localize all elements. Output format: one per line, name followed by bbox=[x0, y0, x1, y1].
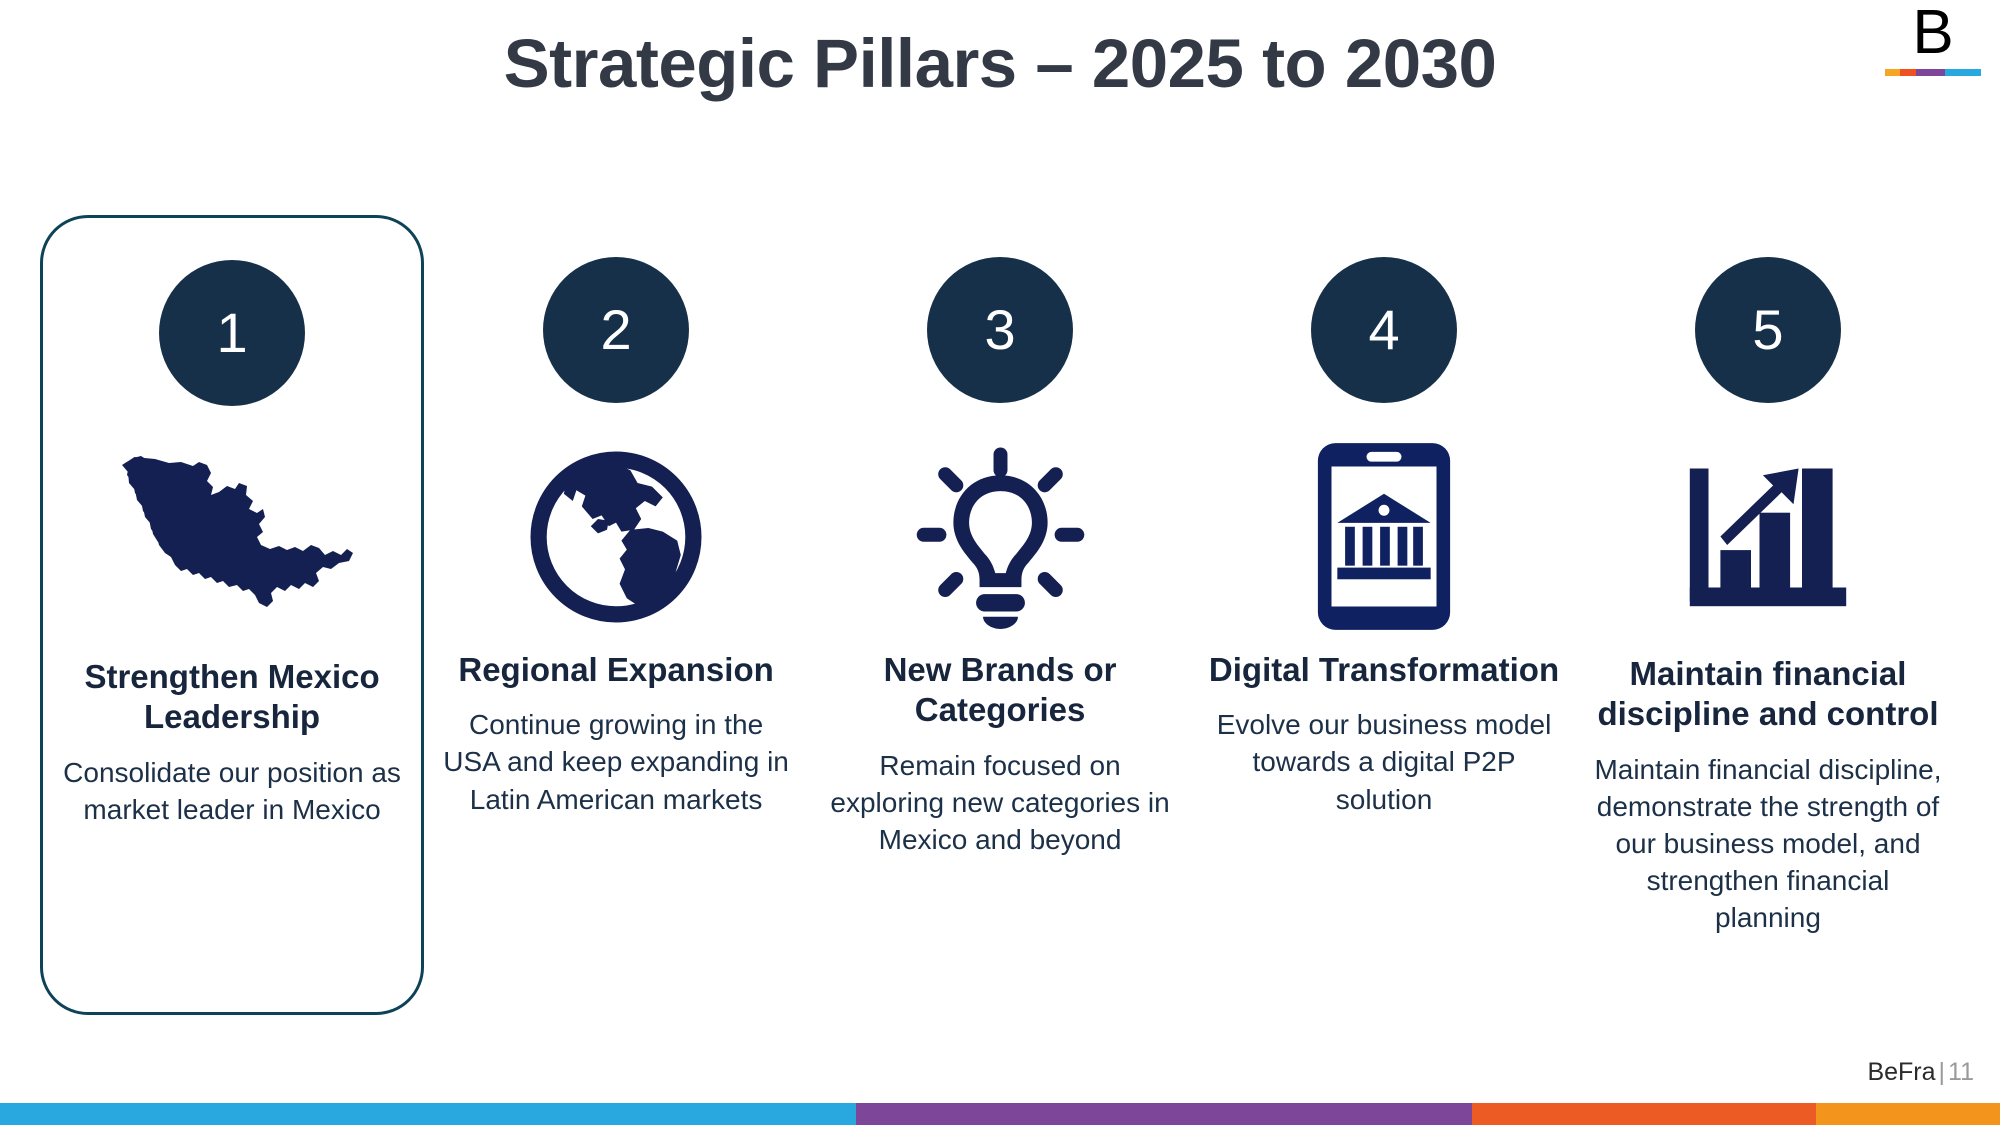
bottom-color-bar bbox=[0, 1103, 2000, 1125]
mobile-bank-icon bbox=[1314, 429, 1454, 644]
pillar-heading-1: Strengthen Mexico Leadership bbox=[84, 658, 380, 736]
bottom-bar-segment-orange bbox=[1816, 1103, 2000, 1125]
bottom-bar-segment-orange-red bbox=[1472, 1103, 1816, 1125]
pillar-number-badge-4: 4 bbox=[1311, 257, 1458, 403]
footer-page-number: 11 bbox=[1948, 1058, 1974, 1086]
mexico-map-icon bbox=[107, 432, 357, 647]
logo-color-bar bbox=[1885, 68, 1981, 76]
logo-bar-segment-1 bbox=[1885, 68, 1901, 76]
pillar-heading-3: New Brands or Categories bbox=[883, 651, 1117, 729]
logo-bar-segment-3 bbox=[1915, 68, 1945, 76]
footer-separator: | bbox=[1938, 1058, 1946, 1086]
lightbulb-icon bbox=[913, 429, 1088, 644]
pillar-heading-4: Digital Transformation bbox=[1208, 651, 1560, 688]
slide-title: Strategic Pillars – 2025 to 2030 bbox=[503, 25, 1497, 102]
pillar-body-4: Evolve our business model towards a digi… bbox=[1216, 709, 1552, 815]
footer-page-label: BeFra | 11 bbox=[1867, 1058, 1974, 1087]
pillar-heading-2: Regional Expansion bbox=[458, 651, 774, 688]
pillar-card-4[interactable]: 4 Digital Transformation Evolve our bbox=[1192, 215, 1576, 818]
pillar-number-badge-5: 5 bbox=[1694, 257, 1841, 403]
logo-bar-segment-4 bbox=[1944, 68, 1981, 76]
pillar-card-2[interactable]: 2 Regional Expansion Continue growing in… bbox=[424, 215, 808, 818]
footer-brand: BeFra bbox=[1867, 1058, 1936, 1086]
bar-chart-growth-icon bbox=[1683, 429, 1853, 644]
logo-letter-b: B bbox=[1912, 0, 1954, 67]
pillar-card-5[interactable]: 5 Maintain financial discipline and cont… bbox=[1576, 215, 1960, 937]
globe-icon bbox=[526, 429, 706, 644]
pillar-body-2: Continue growing in the USA and keep exp… bbox=[443, 709, 789, 815]
pillar-heading-5: Maintain financial discipline and contro… bbox=[1597, 655, 1939, 733]
pillar-body-3: Remain focused on exploring new categori… bbox=[830, 749, 1170, 855]
pillar-card-3[interactable]: 3 New Brands or Categories Remain focuse bbox=[808, 215, 1192, 858]
bottom-bar-segment-purple bbox=[856, 1103, 1472, 1125]
bottom-bar-segment-blue bbox=[0, 1103, 856, 1125]
pillar-body-5: Maintain financial discipline, demonstra… bbox=[1594, 753, 1942, 934]
pillar-number-badge-3: 3 bbox=[927, 257, 1074, 403]
pillars-row: 1 Strengthen Mexico Leadership Consolida… bbox=[40, 215, 1960, 1015]
pillar-card-1[interactable]: 1 Strengthen Mexico Leadership Consolida… bbox=[40, 215, 425, 1015]
pillar-number-badge-2: 2 bbox=[543, 257, 690, 403]
brand-logo: B bbox=[1878, 0, 1988, 76]
pillar-body-1: Consolidate our position as market leade… bbox=[63, 756, 401, 825]
pillar-number-badge-1: 1 bbox=[159, 260, 306, 406]
logo-bar-segment-2 bbox=[1900, 68, 1916, 76]
